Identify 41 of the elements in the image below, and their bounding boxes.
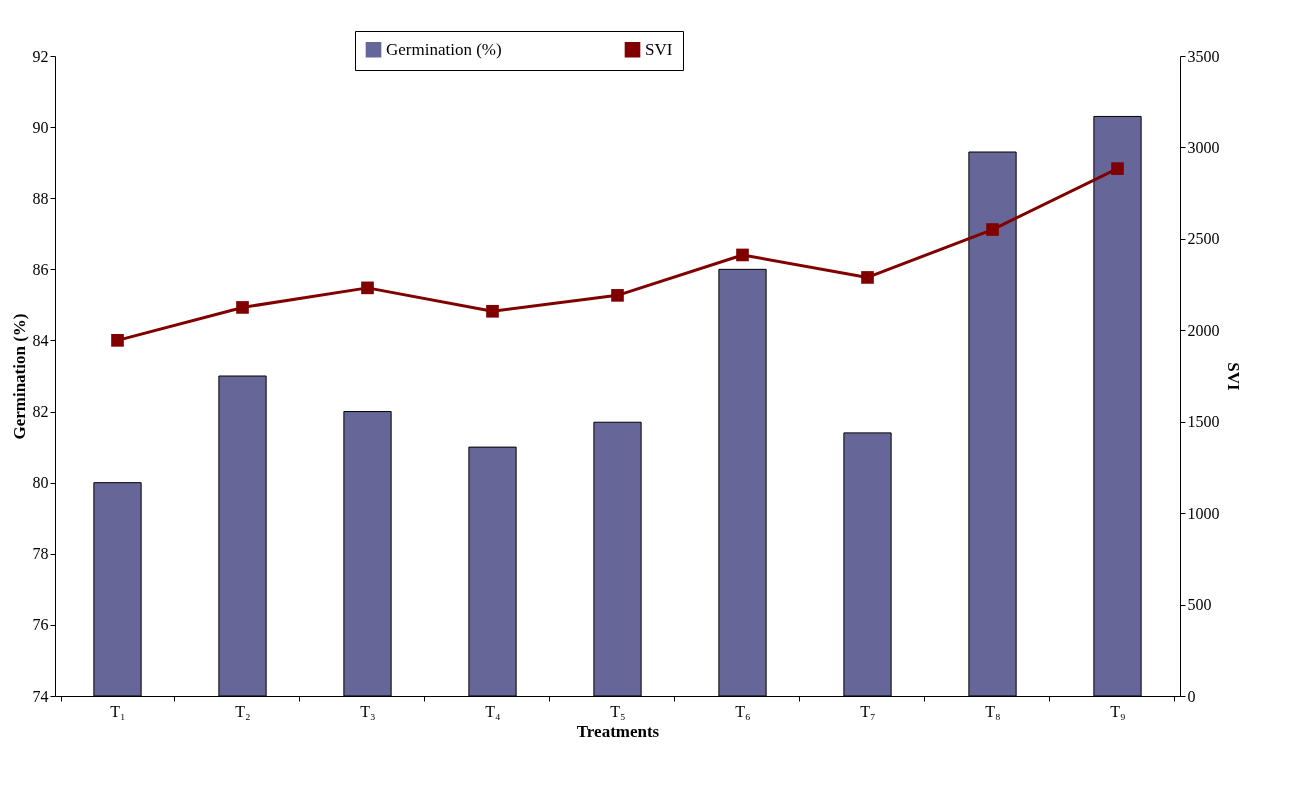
x-tick-label: T₃ — [360, 702, 376, 720]
point — [611, 289, 624, 302]
point — [1111, 162, 1124, 175]
y2-axis-title: SVI — [1223, 362, 1243, 392]
y-tick-label: 88 — [32, 189, 49, 207]
y-tick-label: 74 — [32, 687, 49, 705]
y2-tick-label: 0 — [1187, 687, 1196, 705]
y-tick-label: 78 — [32, 545, 49, 563]
y-tick-label: 76 — [32, 616, 49, 634]
x-tick-label: T₄ — [485, 702, 502, 720]
point — [486, 304, 499, 318]
y2-tick-label: 2000 — [1187, 321, 1220, 339]
point — [736, 248, 749, 262]
x-axis-title: Treatments — [576, 721, 660, 741]
x-tick-label: T₆ — [735, 702, 751, 720]
y2-tick-label: 1500 — [1187, 413, 1220, 431]
x-tick-label: T₇ — [860, 702, 876, 720]
y-tick-label: 92 — [32, 47, 49, 65]
point — [986, 223, 999, 236]
x-tick-label: T₅ — [610, 702, 626, 720]
point — [361, 281, 374, 295]
y-axis-title: Germination (%) — [9, 313, 29, 440]
y2-tick-label: 2500 — [1187, 230, 1220, 248]
y-tick-label: 84 — [32, 331, 49, 349]
y-tick-label: 90 — [32, 118, 49, 136]
y2-tick-label: 1000 — [1187, 504, 1220, 522]
y2-tick-label: 3000 — [1187, 138, 1220, 156]
x-tick-label: T₈ — [985, 702, 1001, 720]
y-tick-label: 86 — [32, 260, 49, 278]
legend-label: SVI — [645, 39, 673, 59]
point — [111, 334, 124, 347]
y2-tick-label: 3500 — [1187, 47, 1220, 65]
y-tick-label: 82 — [32, 403, 49, 421]
point — [861, 271, 874, 284]
y2-tick-label: 500 — [1187, 596, 1212, 614]
x-tick-label: T₉ — [1110, 702, 1126, 720]
x-tick-label: T₁ — [110, 702, 126, 720]
y-tick-label: 80 — [32, 474, 49, 492]
point — [236, 301, 249, 314]
legend-label: Germination (%) — [386, 39, 502, 59]
x-tick-label: T₂ — [235, 702, 251, 720]
